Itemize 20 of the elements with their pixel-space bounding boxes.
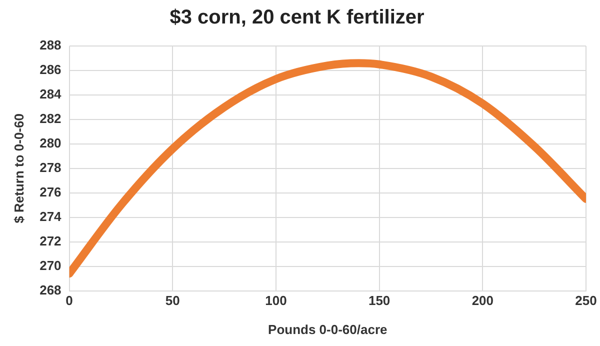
y-tick-label: 278 <box>40 160 62 175</box>
y-tick-label: 272 <box>40 233 62 248</box>
y-tick-label: 280 <box>40 136 62 150</box>
y-tick-label: 282 <box>40 111 62 126</box>
y-tick-label: 288 <box>40 38 62 53</box>
y-tick-label: 270 <box>40 258 62 273</box>
x-axis-title: Pounds 0-0-60/acre <box>268 322 388 337</box>
y-tick-label: 286 <box>40 62 62 78</box>
x-tick-label: 150 <box>368 293 390 308</box>
y-tick-label: 284 <box>40 86 62 102</box>
x-tick-label: 250 <box>575 293 597 308</box>
x-tick-label: 50 <box>165 293 180 308</box>
y-tick-label: 274 <box>40 208 62 224</box>
x-tick-label: 0 <box>66 293 73 308</box>
y-tick-label: 276 <box>40 184 62 200</box>
y-axis-title: $ Return to 0-0-60 <box>11 113 26 224</box>
chart-title: $3 corn, 20 cent K fertilizer <box>170 6 424 29</box>
x-tick-label: 100 <box>265 293 287 308</box>
x-tick-label: 200 <box>472 293 494 308</box>
y-tick-label: 268 <box>40 282 62 298</box>
